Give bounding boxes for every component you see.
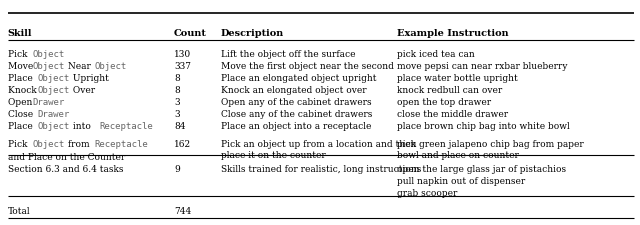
Text: Move: Move: [8, 62, 36, 71]
Text: Skill: Skill: [8, 29, 32, 38]
Text: Knock: Knock: [8, 86, 39, 95]
Text: 162: 162: [174, 139, 191, 148]
Text: open the large glass jar of pistachios
pull napkin out of dispenser
grab scooper: open the large glass jar of pistachios p…: [397, 164, 566, 197]
Text: open the top drawer: open the top drawer: [397, 98, 491, 107]
Text: Skills trained for realistic, long instructions: Skills trained for realistic, long instr…: [221, 164, 421, 173]
Text: 84: 84: [174, 122, 186, 131]
Text: Open any of the cabinet drawers: Open any of the cabinet drawers: [221, 98, 371, 107]
Text: Pick an object up from a location and then
place it on the counter: Pick an object up from a location and th…: [221, 139, 416, 159]
Text: 8: 8: [174, 86, 180, 95]
Text: Pick: Pick: [8, 139, 30, 148]
Text: into: into: [70, 122, 93, 131]
Text: Object: Object: [37, 122, 70, 131]
Text: pick iced tea can: pick iced tea can: [397, 50, 474, 58]
Text: Section 6.3 and 6.4 tasks: Section 6.3 and 6.4 tasks: [8, 164, 123, 173]
Text: Close: Close: [8, 110, 36, 119]
Text: place water bottle upright: place water bottle upright: [397, 74, 518, 83]
Text: 3: 3: [174, 98, 180, 107]
Text: Place an object into a receptacle: Place an object into a receptacle: [221, 122, 371, 131]
Text: Drawer: Drawer: [33, 98, 65, 107]
Text: Close any of the cabinet drawers: Close any of the cabinet drawers: [221, 110, 372, 119]
Text: Upright: Upright: [70, 74, 109, 83]
Text: Object: Object: [33, 50, 65, 58]
Text: Place: Place: [8, 122, 35, 131]
Text: Object: Object: [33, 62, 65, 71]
Text: Move the first object near the second: Move the first object near the second: [221, 62, 394, 71]
Text: close the middle drawer: close the middle drawer: [397, 110, 508, 119]
Text: Object: Object: [95, 62, 127, 71]
Text: Object: Object: [37, 74, 70, 83]
Text: Place an elongated object upright: Place an elongated object upright: [221, 74, 376, 83]
Text: Description: Description: [221, 29, 284, 38]
Text: Count: Count: [174, 29, 207, 38]
Text: Object: Object: [37, 86, 70, 95]
Text: place brown chip bag into white bowl: place brown chip bag into white bowl: [397, 122, 570, 131]
Text: 744: 744: [174, 206, 191, 215]
Text: 8: 8: [174, 74, 180, 83]
Text: Receptacle: Receptacle: [95, 139, 148, 148]
Text: and Place on the Counter: and Place on the Counter: [8, 152, 125, 161]
Text: Open: Open: [8, 98, 35, 107]
Text: Object: Object: [33, 139, 65, 148]
Text: pick green jalapeno chip bag from paper
bowl and place on counter: pick green jalapeno chip bag from paper …: [397, 139, 584, 159]
Text: 3: 3: [174, 110, 180, 119]
Text: Lift the object off the surface: Lift the object off the surface: [221, 50, 355, 58]
Text: Place: Place: [8, 74, 35, 83]
Text: Over: Over: [70, 86, 95, 95]
Text: Example Instruction: Example Instruction: [397, 29, 508, 38]
Text: from: from: [65, 139, 92, 148]
Text: Near: Near: [65, 62, 93, 71]
Text: 130: 130: [174, 50, 191, 58]
Text: move pepsi can near rxbar blueberry: move pepsi can near rxbar blueberry: [397, 62, 567, 71]
Text: Drawer: Drawer: [37, 110, 70, 119]
Text: knock redbull can over: knock redbull can over: [397, 86, 502, 95]
Text: Total: Total: [8, 206, 30, 215]
Text: 9: 9: [174, 164, 180, 173]
Text: Knock an elongated object over: Knock an elongated object over: [221, 86, 367, 95]
Text: Pick: Pick: [8, 50, 30, 58]
Text: Receptacle: Receptacle: [99, 122, 153, 131]
Text: 337: 337: [174, 62, 191, 71]
